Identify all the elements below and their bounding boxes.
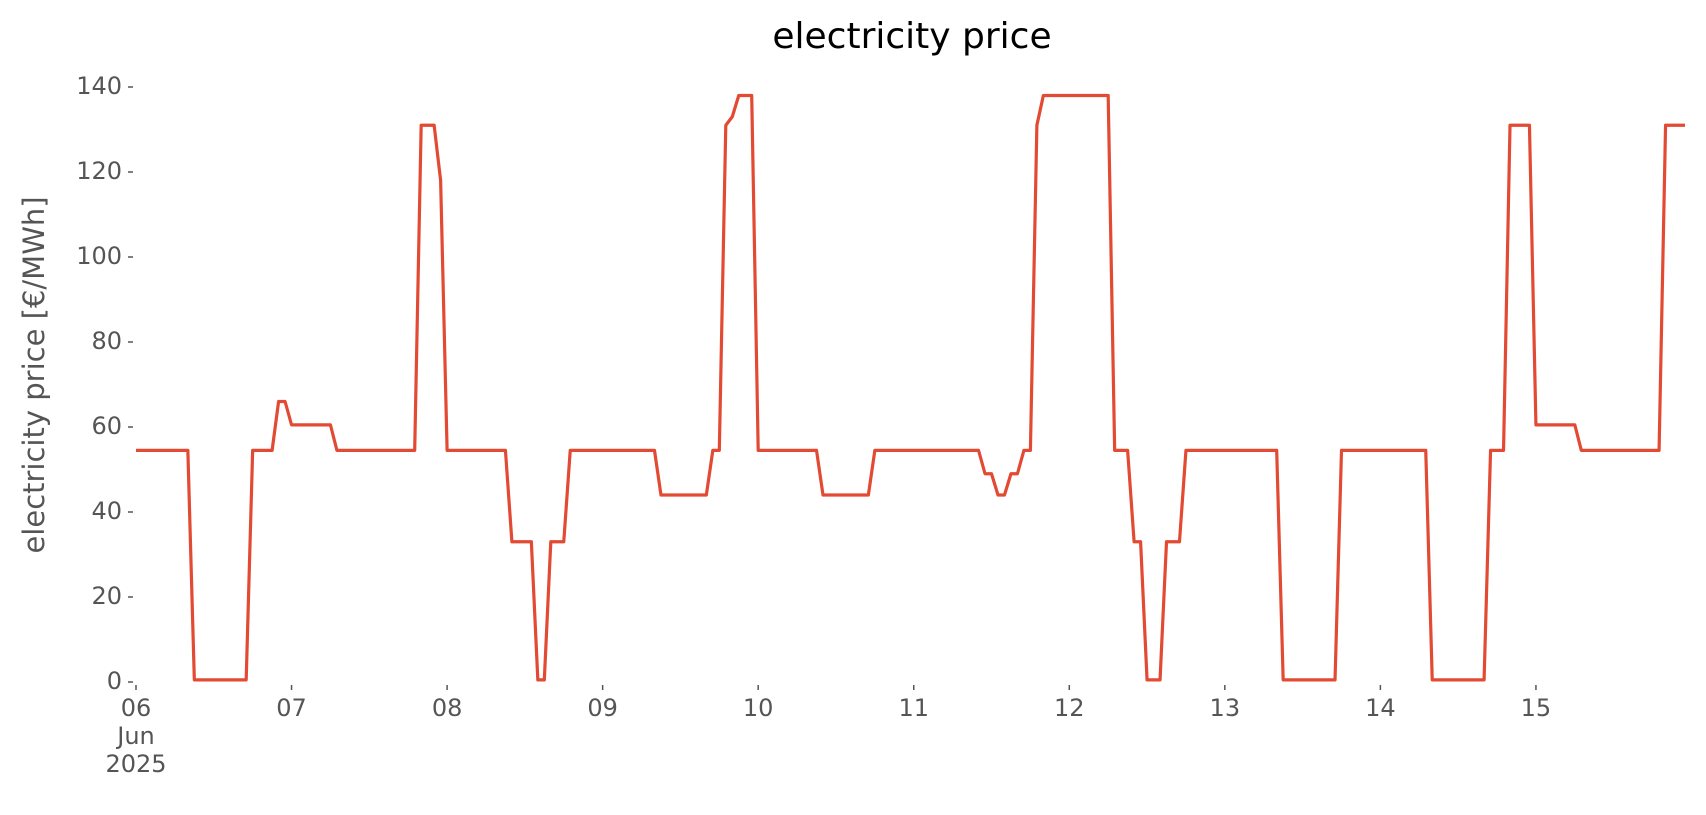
x-tick-label: 06 Jun 2025 [105,694,167,778]
y-tick-label: 40 [91,497,122,525]
x-tick-label: 12 [1054,694,1085,722]
line-series [136,93,1685,682]
y-tick-label: 80 [91,327,122,355]
x-tick-label: 07 [276,694,307,722]
x-tick-label: 13 [1209,694,1241,722]
y-tick-label: 20 [91,582,122,610]
x-tick-label: 15 [1520,694,1552,722]
chart-title: electricity price [772,16,1051,57]
x-tick-label: 10 [742,694,774,722]
y-tick-label: 0 [107,667,122,695]
x-tick-label: 09 [587,694,618,722]
x-tick-label: 11 [898,694,930,722]
x-tick-label: 14 [1365,694,1396,722]
y-tick-label: 120 [76,157,122,185]
y-tick-label: 140 [76,72,122,100]
y-axis-label: electricity price [€/MWh] [17,196,51,553]
x-tick-label: 08 [431,694,463,722]
y-tick-label: 60 [91,412,122,440]
y-tick-label: 100 [76,242,122,270]
